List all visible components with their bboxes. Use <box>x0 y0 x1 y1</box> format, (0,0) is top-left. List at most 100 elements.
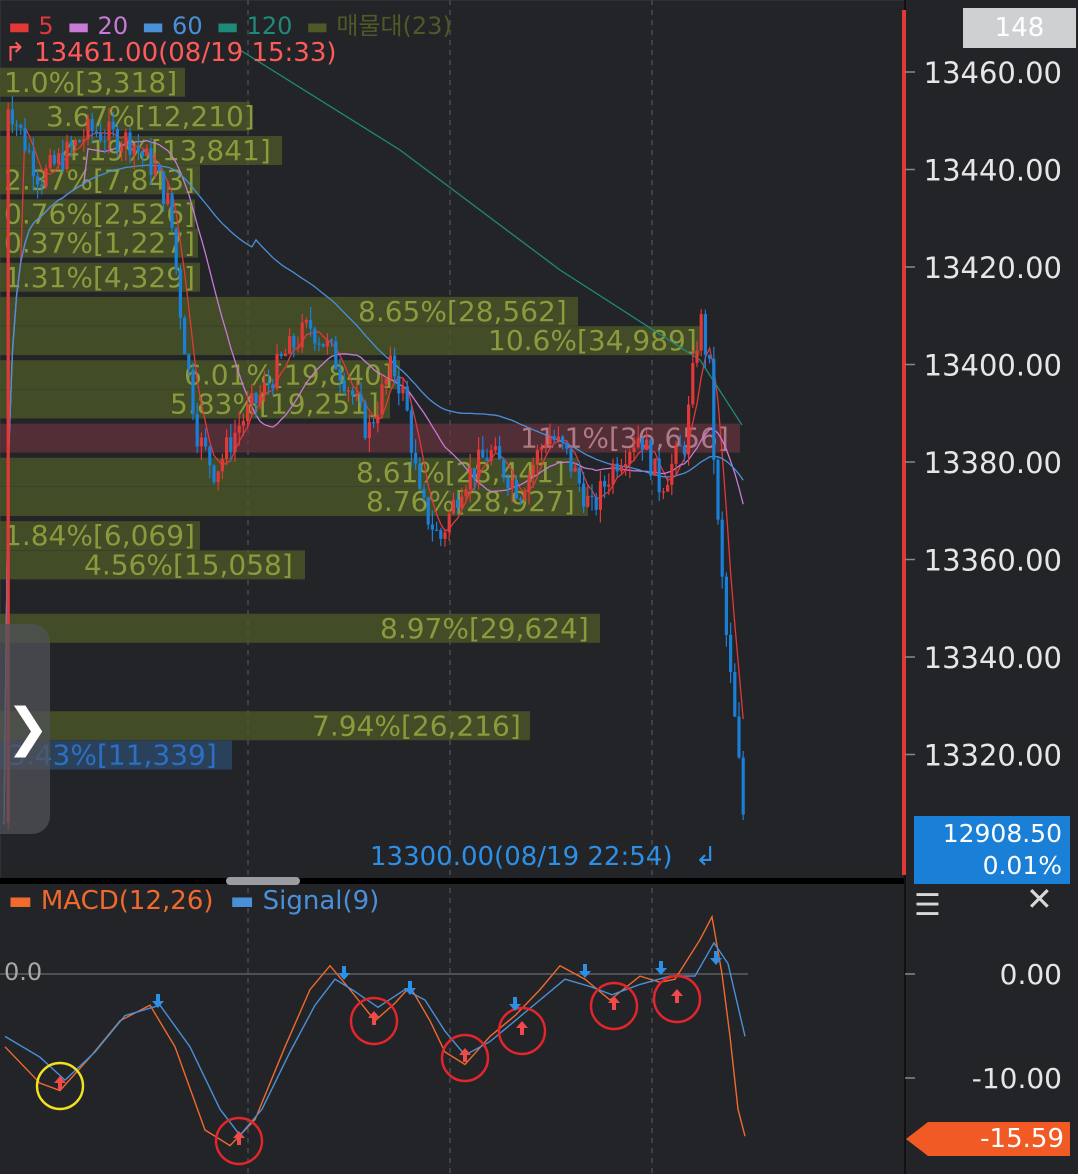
candle-body <box>628 452 632 465</box>
price-tick-label: 13440.00 <box>924 154 1062 188</box>
candle-body <box>649 439 653 476</box>
candle-body <box>733 672 737 717</box>
signal-highlight-circle <box>652 974 702 1024</box>
candle-body <box>372 422 376 424</box>
volume-profile-bar <box>0 360 400 390</box>
candle-body <box>691 362 695 405</box>
candle-body <box>393 355 397 377</box>
candle-body <box>456 499 460 508</box>
corner-arrow-icon: ↱ <box>4 38 26 68</box>
candle-body <box>258 394 262 404</box>
candle-body <box>619 466 623 472</box>
price-tick-label: 13340.00 <box>924 641 1062 675</box>
candle-body <box>565 442 569 449</box>
candle-body <box>15 124 19 126</box>
candle-body <box>78 140 82 143</box>
candle-body <box>57 153 61 164</box>
price-tick-label: 13320.00 <box>924 739 1062 773</box>
candle-body <box>506 477 510 489</box>
sell-arrow-icon <box>509 997 521 1011</box>
chevron-right-icon[interactable]: ❯ <box>6 698 50 758</box>
candle-body <box>174 228 178 270</box>
macd-tick-label: 0.00 <box>1000 958 1062 991</box>
candle-body <box>229 437 233 453</box>
candle-body <box>741 757 745 815</box>
candle-body <box>636 437 640 448</box>
volume-profile-label: 1.84%[6,069] <box>4 519 195 552</box>
signal-highlight-circle <box>440 1033 490 1083</box>
candle-body <box>94 131 98 134</box>
candle-body <box>107 121 111 141</box>
candle-body <box>682 446 686 455</box>
candle-body <box>317 343 321 345</box>
sell-arrow-icon <box>579 964 591 978</box>
candle-body <box>405 386 409 411</box>
candle-body <box>678 445 682 447</box>
price-tick-label: 13460.00 <box>924 56 1062 90</box>
legend-ma20: ▬ 20 <box>67 12 129 40</box>
candle-body <box>267 382 271 385</box>
macd-current-badge: -15.59 <box>928 1122 1070 1156</box>
candle-body <box>208 446 212 466</box>
legend: ▬ 5 ▬ 20 ▬ 60 ▬ 120 ▬ 매물대(23) <box>8 6 452 41</box>
menu-icon[interactable]: ☰ <box>914 888 941 923</box>
pane-splitter-handle[interactable] <box>226 877 300 885</box>
macd-zero-label: 0.0 <box>4 958 42 986</box>
candle-body <box>246 404 250 421</box>
side-panel-tab[interactable] <box>0 624 50 834</box>
candle-body <box>640 437 644 450</box>
candle-body <box>527 475 531 493</box>
candle-body <box>573 467 577 472</box>
volume-profile-label: 4.56%[15,058] <box>84 548 293 581</box>
candle-body <box>666 484 670 492</box>
high-marker: ↱ 13461.00(08/19 15:33) <box>4 38 337 68</box>
candle-body <box>44 168 48 187</box>
candle-body <box>359 394 363 403</box>
candle-body <box>430 524 434 530</box>
candle-body <box>598 481 602 510</box>
candle-body <box>590 495 594 498</box>
candle-body <box>493 446 497 450</box>
candle-body <box>376 414 380 424</box>
candle-body <box>73 140 77 146</box>
signal-highlight-circle <box>589 981 639 1031</box>
macd-legend: ▬ MACD(12,26) ▬ Signal(9) <box>8 886 379 916</box>
candle-body <box>645 439 649 450</box>
candle-body <box>477 449 481 479</box>
candle-count-button[interactable]: 148 <box>963 8 1076 48</box>
candle-body <box>111 121 115 129</box>
candle-body <box>355 394 359 396</box>
candle-body <box>99 133 103 141</box>
volume-profile-label: 6.01%[19,840] <box>184 358 393 391</box>
candle-body <box>19 124 23 128</box>
volume-profile-bar <box>0 613 600 643</box>
buy-arrow-icon <box>233 1131 245 1145</box>
candle-body <box>661 491 665 493</box>
candle-body <box>271 384 275 389</box>
sell-arrow-icon <box>152 994 164 1008</box>
candle-body <box>481 449 485 458</box>
candle-body <box>670 463 674 485</box>
candle-body <box>498 446 502 460</box>
candle-body <box>464 489 468 497</box>
candle-body <box>187 354 191 370</box>
legend-signal: ▬ Signal(9) <box>229 886 380 916</box>
legend-volume-profile: ▬ 매물대(23) <box>306 12 452 40</box>
candle-body <box>414 452 418 464</box>
candle-body <box>183 317 187 355</box>
candle-body <box>86 119 90 140</box>
close-icon[interactable]: ✕ <box>1026 880 1053 918</box>
candle-body <box>724 576 728 635</box>
candle-body <box>325 339 329 347</box>
candle-body <box>82 139 86 143</box>
legend-macd: ▬ MACD(12,26) <box>8 886 214 916</box>
candle-body <box>23 127 27 151</box>
volume-profile-bar <box>0 487 588 516</box>
candle-body <box>334 341 338 370</box>
legend-ma5: ▬ 5 <box>8 12 54 40</box>
signal-highlight-circle <box>35 1061 85 1111</box>
candle-body <box>170 193 174 229</box>
candle-body <box>342 380 346 392</box>
candle-body <box>603 481 607 487</box>
